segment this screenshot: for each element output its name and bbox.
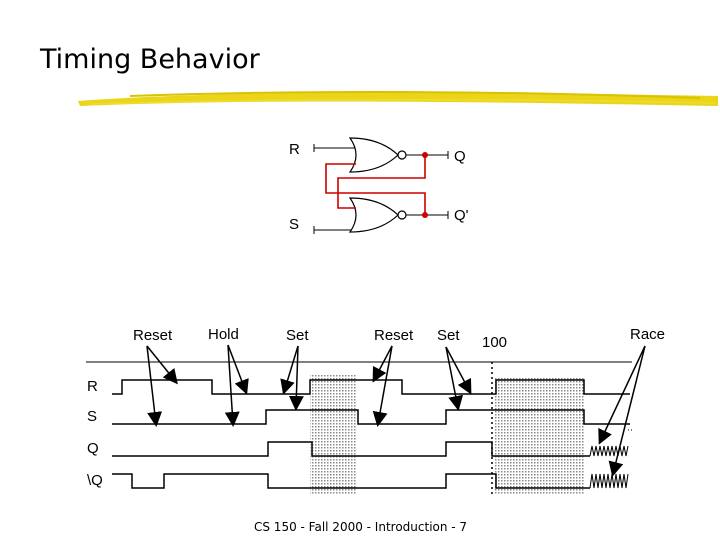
signal-label-r: R bbox=[87, 378, 98, 395]
phase-label-reset: Reset bbox=[133, 327, 173, 344]
circuit-label-qbar: Q' bbox=[454, 207, 469, 224]
race-oscillation-q bbox=[589, 429, 632, 457]
waveform-s bbox=[112, 409, 630, 425]
signal-label-s: S bbox=[87, 408, 98, 425]
phase-label-set: Set bbox=[286, 327, 309, 344]
waveform-q bbox=[112, 441, 590, 457]
annotation-arrows bbox=[146, 344, 646, 477]
circuit-label-q: Q bbox=[454, 148, 466, 165]
top-nor-gate bbox=[348, 137, 407, 173]
circuit-label-s: S bbox=[289, 216, 300, 233]
feedback-wires bbox=[325, 155, 426, 215]
waveform-r bbox=[112, 379, 630, 395]
signal-label-qbar: \Q bbox=[87, 472, 103, 489]
waveform-qbar bbox=[112, 473, 590, 489]
phase-label-100: 100 bbox=[482, 334, 508, 351]
phase-label-race: Race bbox=[630, 326, 666, 343]
slide-title: Timing Behavior bbox=[40, 44, 260, 75]
signal-label-q: Q bbox=[87, 440, 99, 457]
circuit-label-r: R bbox=[289, 141, 300, 158]
phase-label-hold: Hold bbox=[208, 326, 239, 343]
race-oscillation-qbar bbox=[589, 473, 629, 489]
phase-label-set-2: Set bbox=[437, 327, 460, 344]
bottom-nor-gate bbox=[348, 197, 407, 233]
shaded-region-2 bbox=[494, 378, 584, 494]
phase-label-reset-2: Reset bbox=[374, 327, 414, 344]
slide-footer: CS 150 - Fall 2000 - Introduction - 7 bbox=[254, 520, 468, 534]
shaded-region-1 bbox=[310, 374, 356, 494]
